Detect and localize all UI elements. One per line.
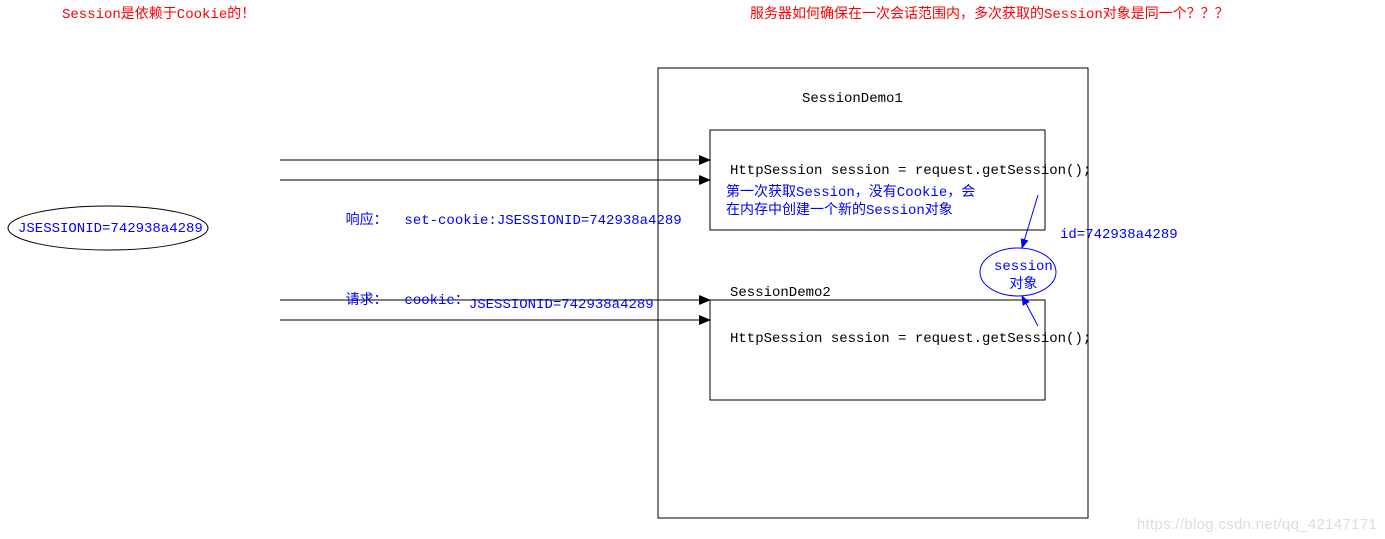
request2-main: JSESSIONID=742938a4289: [469, 297, 654, 313]
watermark: https://blog.csdn.net/qq_42147171: [1137, 516, 1377, 533]
request2-prefix: 请求：: [346, 293, 405, 309]
response1-label: 响应： set-cookie:JSESSIONID=742938a4289: [312, 194, 682, 249]
client-ellipse-label: JSESSIONID=742938a4289: [18, 220, 203, 238]
explain-note: 第一次获取Session，没有Cookie，会 在内存中创建一个新的Sessio…: [726, 184, 975, 220]
session-ellipse-label: session 对象: [994, 258, 1053, 294]
demo1-code: HttpSession session = request.getSession…: [730, 162, 1091, 180]
demo2-title: SessionDemo2: [730, 284, 831, 302]
response1-main: set-cookie:JSESSIONID=742938a4289: [404, 213, 681, 229]
note-left-title: Session是依赖于Cookie的！: [62, 6, 255, 24]
server-title: SessionDemo1: [802, 90, 903, 108]
demo2-code: HttpSession session = request.getSession…: [730, 330, 1091, 348]
note-right-title: 服务器如何确保在一次会话范围内，多次获取的Session对象是同一个？？？: [750, 6, 1229, 24]
response1-prefix: 响应：: [346, 213, 405, 229]
session-id-label: id=742938a4289: [1060, 226, 1178, 244]
demo2-box: [710, 300, 1045, 400]
session-link-top-arrow: [1022, 195, 1038, 248]
diagram-svg: [0, 0, 1385, 539]
request2-label: 请求： cookie：JSESSIONID=742938a4289: [312, 274, 654, 329]
diagram-stage: Session是依赖于Cookie的！ 服务器如何确保在一次会话范围内，多次获取…: [0, 0, 1385, 539]
request2-cookie: cookie：: [404, 293, 468, 309]
